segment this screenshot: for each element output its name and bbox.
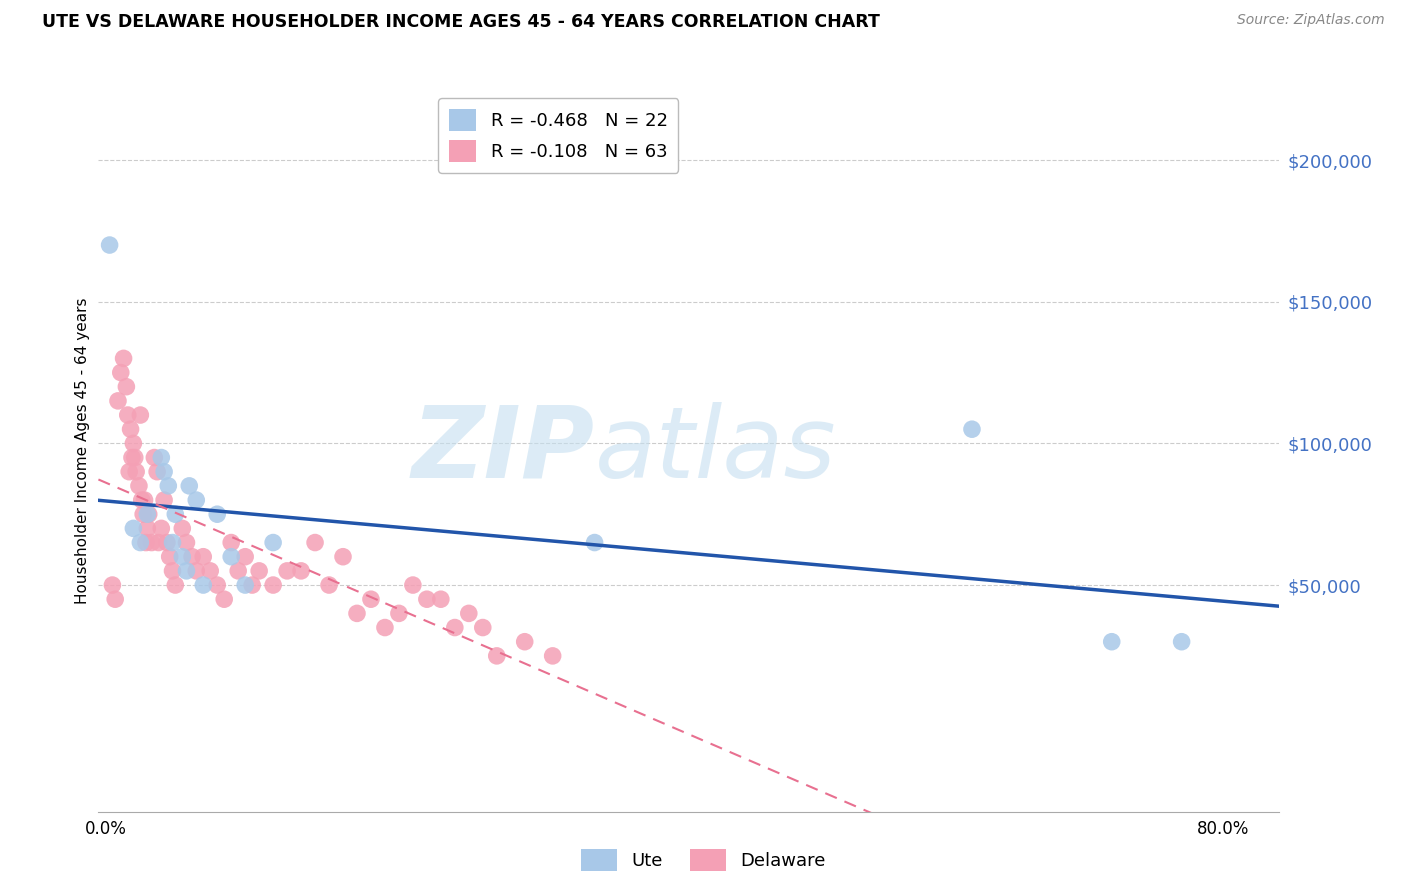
Point (388, 607, 411, 621)
Point (193, 549, 215, 564)
Point (226, 564, 249, 578)
Point (172, 521, 194, 535)
Point (304, 535, 326, 549)
Point (240, 578, 263, 592)
Point (332, 549, 354, 564)
Point (176, 535, 198, 549)
Point (117, 408, 139, 422)
Point (129, 408, 152, 422)
Point (360, 592, 382, 607)
Point (212, 592, 235, 607)
Point (165, 507, 187, 521)
Point (118, 465, 141, 479)
Point (247, 564, 270, 578)
Point (262, 578, 284, 592)
Point (120, 422, 142, 436)
Point (150, 450, 173, 465)
Point (115, 380, 138, 394)
Text: ZIP: ZIP (412, 402, 595, 499)
Text: Source: ZipAtlas.com: Source: ZipAtlas.com (1237, 13, 1385, 28)
Point (104, 592, 127, 607)
Text: atlas: atlas (595, 402, 837, 499)
Point (430, 592, 453, 607)
Point (416, 592, 439, 607)
Point (162, 535, 184, 549)
Point (485, 648, 508, 663)
Legend: R = -0.468   N = 22, R = -0.108   N = 63: R = -0.468 N = 22, R = -0.108 N = 63 (439, 98, 678, 173)
Point (125, 465, 148, 479)
Point (121, 450, 143, 465)
Point (374, 621, 396, 635)
Point (346, 607, 368, 621)
Point (1170, 634, 1192, 648)
Point (156, 535, 179, 549)
Point (960, 422, 983, 436)
Point (157, 479, 180, 493)
Point (129, 535, 152, 549)
Point (122, 521, 145, 535)
Point (150, 521, 173, 535)
Point (233, 549, 256, 564)
Point (162, 564, 184, 578)
Point (143, 450, 166, 465)
Point (205, 578, 228, 592)
Point (138, 507, 160, 521)
Point (101, 578, 124, 592)
Point (172, 549, 194, 564)
Point (98, 238, 121, 252)
Point (583, 535, 606, 549)
Point (186, 564, 208, 578)
Point (141, 535, 163, 549)
Point (131, 493, 153, 508)
Point (110, 366, 132, 380)
Point (471, 621, 494, 635)
Point (402, 578, 425, 592)
Point (181, 549, 204, 564)
Point (219, 535, 242, 549)
Point (233, 578, 256, 592)
Point (193, 578, 215, 592)
Text: UTE VS DELAWARE HOUSEHOLDER INCOME AGES 45 - 64 YEARS CORRELATION CHART: UTE VS DELAWARE HOUSEHOLDER INCOME AGES … (42, 13, 880, 31)
Point (176, 564, 198, 578)
Legend: Ute, Delaware: Ute, Delaware (574, 842, 832, 879)
Point (135, 535, 157, 549)
Y-axis label: Householder Income Ages 45 - 64 years: Householder Income Ages 45 - 64 years (75, 297, 90, 604)
Point (513, 634, 536, 648)
Point (148, 535, 170, 549)
Point (219, 549, 242, 564)
Point (107, 393, 129, 408)
Point (136, 507, 159, 521)
Point (541, 648, 564, 663)
Point (132, 507, 155, 521)
Point (128, 479, 150, 493)
Point (200, 564, 222, 578)
Point (179, 479, 201, 493)
Point (186, 493, 208, 508)
Point (443, 621, 465, 635)
Point (290, 564, 312, 578)
Point (134, 493, 156, 508)
Point (112, 351, 135, 366)
Point (153, 493, 176, 508)
Point (124, 450, 146, 465)
Point (276, 564, 298, 578)
Point (457, 607, 479, 621)
Point (136, 521, 159, 535)
Point (205, 507, 228, 521)
Point (165, 578, 187, 592)
Point (262, 535, 284, 549)
Point (122, 436, 145, 450)
Point (146, 465, 169, 479)
Point (159, 549, 181, 564)
Point (1101, 634, 1123, 648)
Point (318, 578, 340, 592)
Point (153, 465, 176, 479)
